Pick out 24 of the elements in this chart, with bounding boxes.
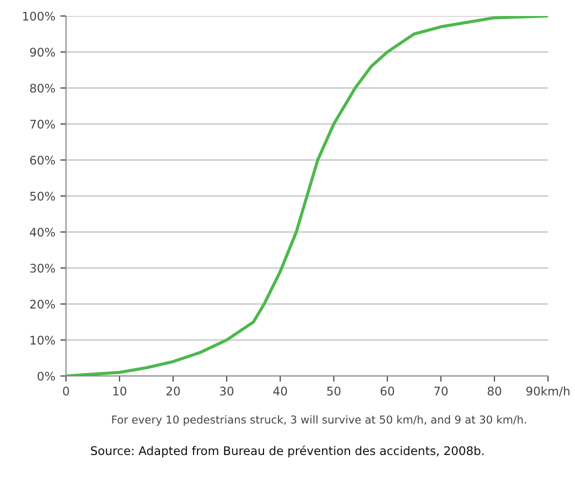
x-tick-label: 10 [113,386,126,396]
x-tick-label: 70 [434,386,448,396]
y-tick-label: 30% [30,264,55,273]
x-tick-label: 90km/h [526,386,570,396]
y-tick-label: 20% [30,300,55,309]
text: For every 10 pedestrians struck, 3 will survive at 50 km/h, and 9 at 30 km/h. [112,415,526,426]
x-tick-label: 50 [327,386,341,396]
y-tick-label: 80% [30,84,55,93]
x-tick-label: 40 [273,386,287,396]
y-tick-label: 50% [30,192,55,201]
x-tick-label: 30 [220,386,234,396]
source-note: Source: Adapted from Bureau de prévention des accidents, 2008b. [91,446,484,458]
y-tick-label: 0% [38,372,55,381]
y-tick-label: 100% [23,12,55,21]
line-series [66,16,548,376]
y-tick-label: 70% [30,120,55,129]
x-tick-label: 0 [63,386,69,396]
y-tick-label: 40% [30,228,55,237]
x-tick-label: 80 [488,386,502,396]
y-tick-label: 60% [30,156,55,165]
x-tick-label: 20 [166,386,180,396]
x-tick-label: 60 [380,386,394,396]
y-tick-label: 10% [30,336,55,345]
y-tick-label: 90% [30,48,55,57]
